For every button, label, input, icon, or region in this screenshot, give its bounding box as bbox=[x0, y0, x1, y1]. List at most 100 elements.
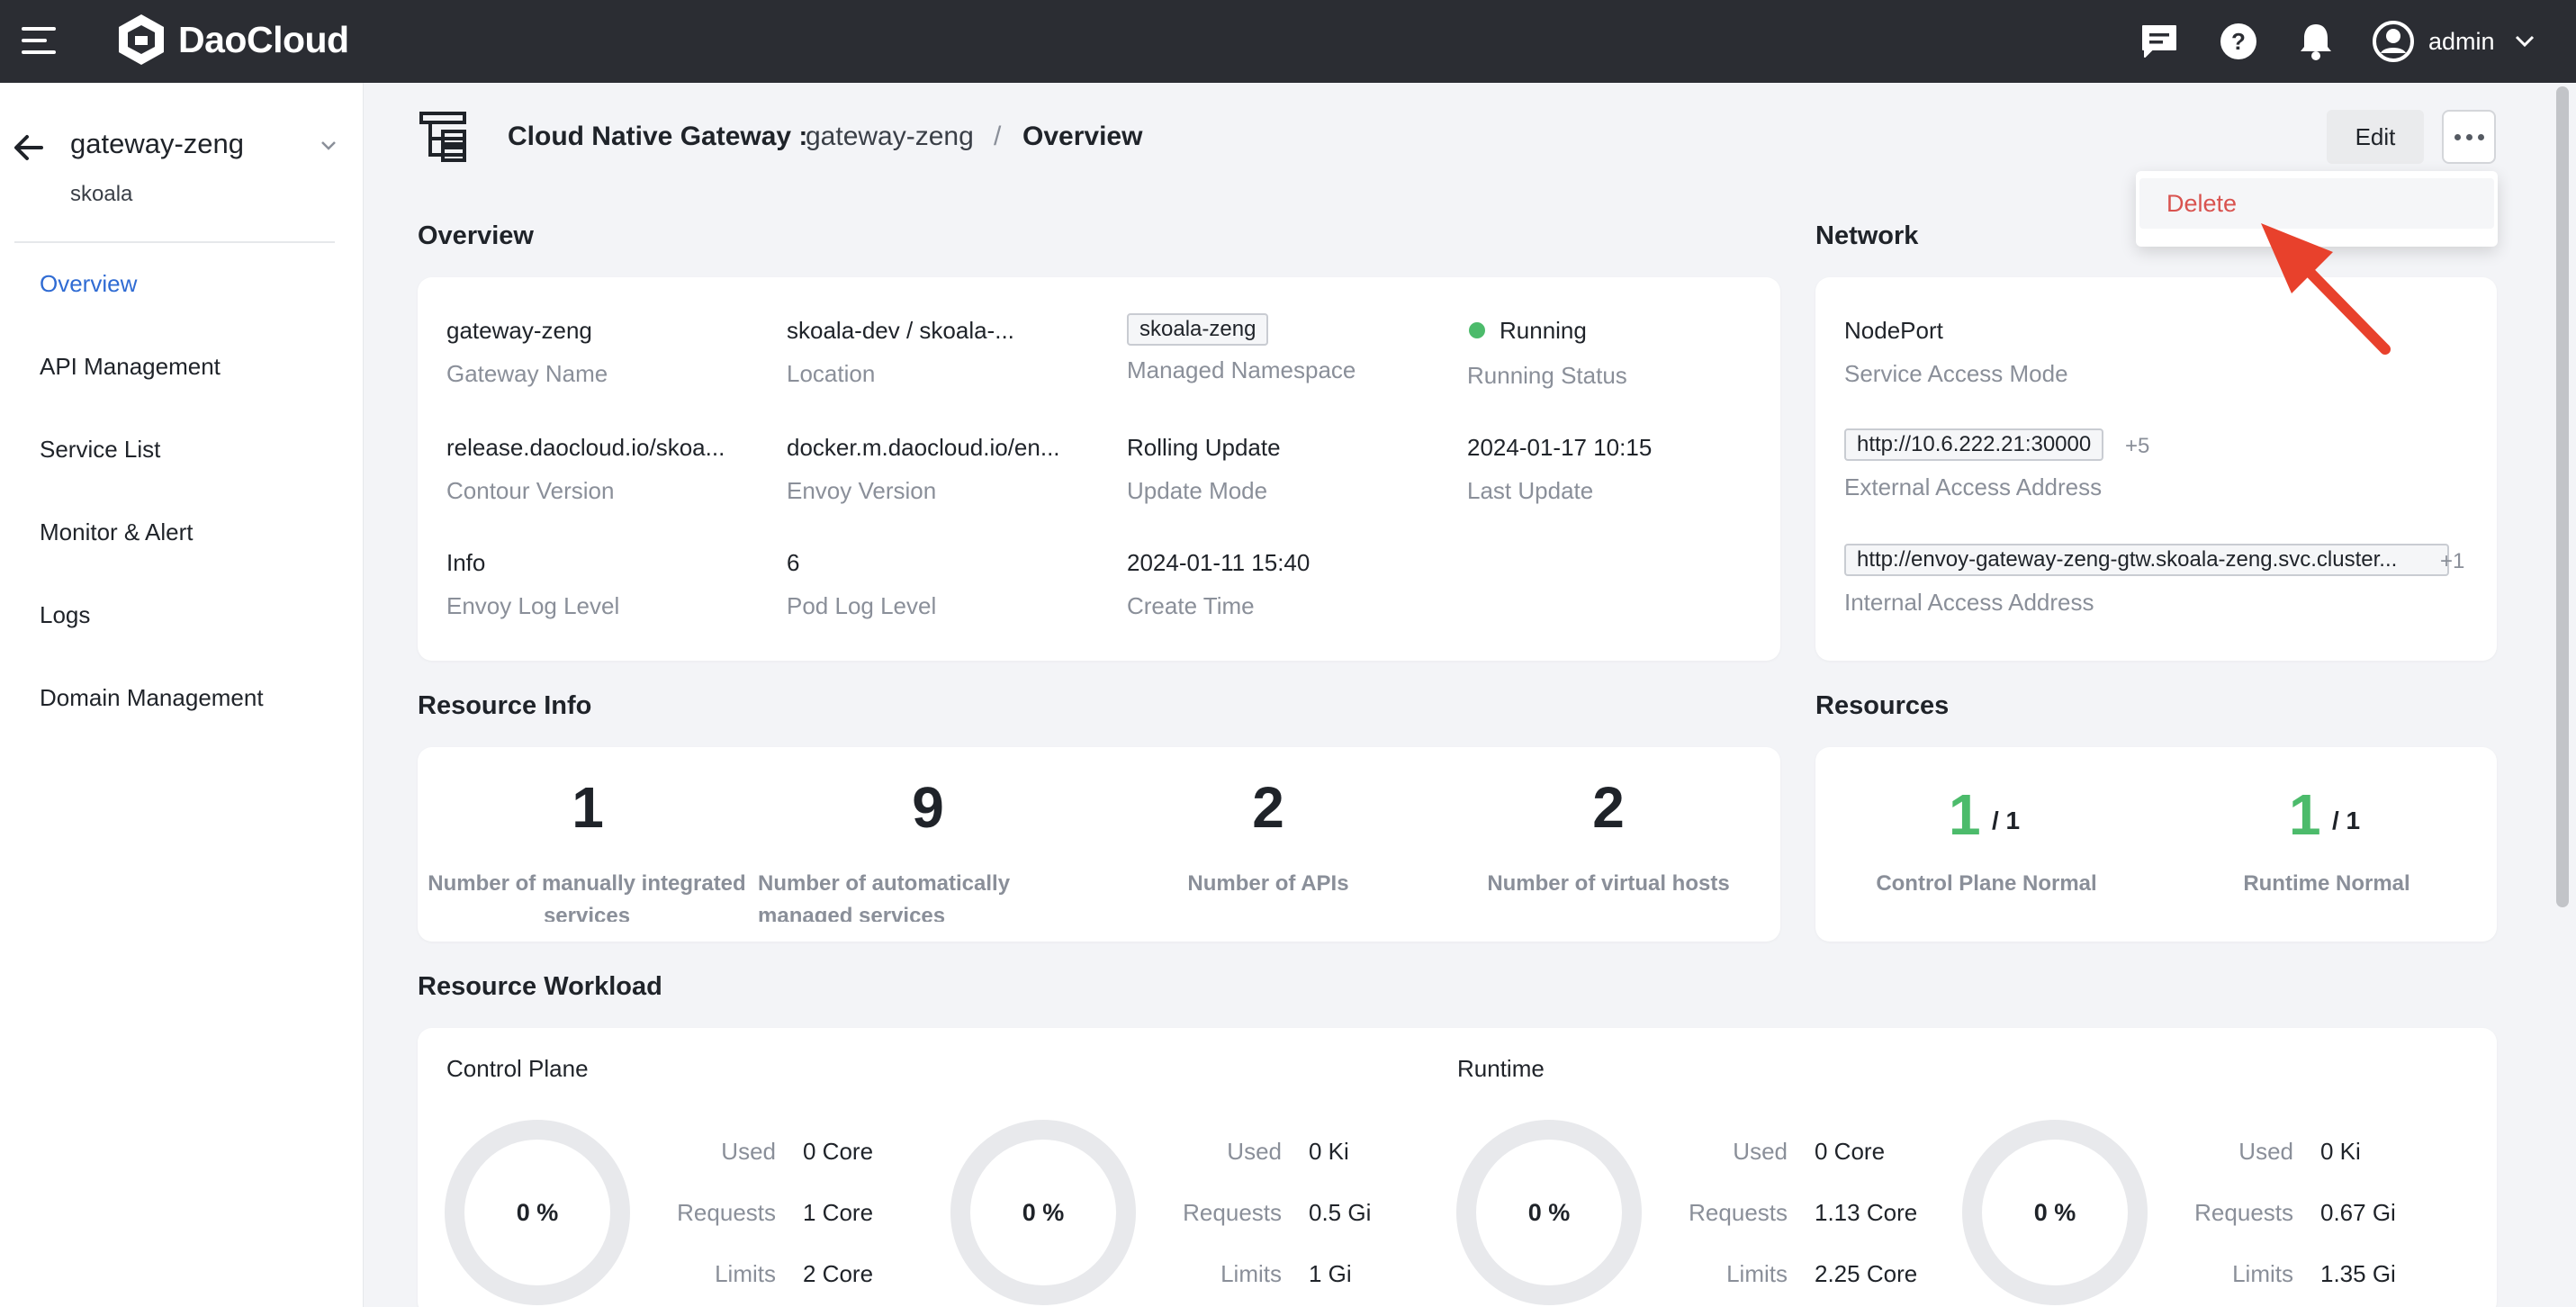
nav-domain-management[interactable]: Domain Management bbox=[40, 684, 264, 711]
resources-section-title: Resources bbox=[1815, 691, 1950, 720]
daocloud-logo-icon bbox=[119, 14, 164, 65]
user-avatar-icon bbox=[2373, 21, 2414, 62]
annotation-arrow-icon bbox=[2261, 223, 2391, 355]
back-arrow-icon[interactable] bbox=[13, 131, 45, 164]
running-status-dot bbox=[1469, 322, 1485, 338]
nav-monitor-alert[interactable]: Monitor & Alert bbox=[40, 518, 194, 545]
api-count: 2 bbox=[1252, 775, 1284, 840]
hamburger-icon[interactable] bbox=[22, 25, 56, 56]
internal-access-more[interactable]: +1 bbox=[2440, 549, 2465, 573]
resources-card: 1 / 1 Control Plane Normal 1 / 1 Runtime… bbox=[1815, 747, 2497, 942]
location-label: Location bbox=[787, 360, 876, 387]
envoy-log-level-label: Envoy Log Level bbox=[446, 592, 620, 619]
auto-services-label: Number of automatically managed services bbox=[758, 871, 1011, 922]
user-menu[interactable]: admin bbox=[2373, 14, 2535, 68]
managed-namespace-tag: skoala-zeng bbox=[1127, 313, 1269, 346]
resource-workload-card: Control Plane Runtime 0 % Used 0 Core Re… bbox=[418, 1028, 2497, 1307]
last-update-value: 2024-01-17 10:15 bbox=[1467, 434, 1653, 461]
bell-icon[interactable] bbox=[2292, 18, 2339, 65]
api-count-label: Number of APIs bbox=[1187, 871, 1349, 896]
contour-version-label: Contour Version bbox=[446, 477, 615, 504]
breadcrumb-current: Overview bbox=[1022, 122, 1143, 151]
cp-mem-used-value: 0 Ki bbox=[1309, 1138, 1349, 1165]
resource-info-card: 1 Number of manually integrated services… bbox=[418, 747, 1780, 942]
chevron-down-icon bbox=[2515, 35, 2534, 48]
rt-cpu-limits-value: 2.25 Core bbox=[1815, 1260, 1918, 1287]
cp-cpu-used-label: Used bbox=[721, 1138, 776, 1165]
internal-access-address[interactable]: http://envoy-gateway-zeng-gtw.skoala-zen… bbox=[1844, 544, 2449, 576]
rt-mem-requests-value: 0.67 Gi bbox=[2320, 1199, 2396, 1226]
manual-services-count: 1 bbox=[572, 775, 604, 840]
divider bbox=[14, 241, 335, 243]
gateway-tree-icon bbox=[419, 112, 466, 162]
cp-mem-requests-label: Requests bbox=[1183, 1199, 1282, 1226]
nav-overview[interactable]: Overview bbox=[40, 270, 138, 297]
rt-mem-used-label: Used bbox=[2238, 1138, 2293, 1165]
control-plane-normal-count: 1 bbox=[1949, 782, 1981, 847]
update-mode-value: Rolling Update bbox=[1127, 434, 1281, 461]
external-access-more[interactable]: +5 bbox=[2125, 434, 2150, 458]
rt-mem-used-value: 0 Ki bbox=[2320, 1138, 2361, 1165]
cp-cpu-requests-value: 1 Core bbox=[803, 1199, 874, 1226]
pod-log-level-value: 6 bbox=[787, 549, 800, 576]
control-plane-heading: Control Plane bbox=[446, 1055, 589, 1082]
breadcrumb-gateway[interactable]: gateway-zeng bbox=[806, 122, 974, 151]
rt-cpu-limits-label: Limits bbox=[1726, 1260, 1788, 1287]
rt-cpu-used-label: Used bbox=[1733, 1138, 1788, 1165]
brand-name: DaoCloud bbox=[178, 18, 349, 60]
runtime-cpu-donut: 0 % bbox=[1456, 1120, 1642, 1305]
contour-version-value: release.daocloud.io/skoa... bbox=[446, 434, 725, 461]
help-icon[interactable]: ? bbox=[2215, 18, 2262, 65]
runtime-normal-count: 1 bbox=[2289, 782, 2321, 847]
last-update-label: Last Update bbox=[1467, 477, 1594, 504]
virtual-hosts-label: Number of virtual hosts bbox=[1487, 871, 1730, 896]
control-plane-normal-label: Control Plane Normal bbox=[1876, 871, 2097, 896]
internal-access-label: Internal Access Address bbox=[1844, 589, 2094, 616]
cp-mem-limits-value: 1 Gi bbox=[1309, 1260, 1352, 1287]
running-status-label: Running Status bbox=[1467, 362, 1627, 389]
virtual-hosts-count: 2 bbox=[1592, 775, 1625, 840]
cp-mem-limits-label: Limits bbox=[1220, 1260, 1282, 1287]
breadcrumb-section: Cloud Native Gateway : bbox=[508, 122, 808, 151]
brand-logo[interactable]: DaoCloud bbox=[115, 11, 349, 68]
runtime-total: / 1 bbox=[2332, 807, 2361, 834]
rt-mem-limits-value: 1.35 Gi bbox=[2320, 1260, 2396, 1287]
delete-menu-item[interactable]: Delete bbox=[2139, 178, 2494, 229]
envoy-version-value: docker.m.daocloud.io/en... bbox=[787, 434, 1060, 461]
gateway-switcher[interactable]: gateway-zeng bbox=[70, 128, 245, 159]
network-section-title: Network bbox=[1815, 221, 1919, 250]
more-actions-menu: Delete bbox=[2136, 171, 2498, 247]
control-plane-memory-donut: 0 % bbox=[950, 1120, 1136, 1305]
edit-button[interactable]: Edit bbox=[2327, 110, 2424, 164]
create-time-value: 2024-01-11 15:40 bbox=[1127, 549, 1311, 576]
nav-api-management[interactable]: API Management bbox=[40, 353, 221, 380]
message-icon[interactable] bbox=[2136, 18, 2183, 65]
cp-cpu-limits-label: Limits bbox=[715, 1260, 776, 1287]
envoy-log-level-value: Info bbox=[446, 549, 486, 576]
manual-services-label: Number of manually integrated services bbox=[428, 871, 746, 922]
create-time-label: Create Time bbox=[1127, 592, 1255, 619]
rt-cpu-requests-value: 1.13 Core bbox=[1815, 1199, 1918, 1226]
pod-log-level-label: Pod Log Level bbox=[787, 592, 937, 619]
more-actions-button[interactable] bbox=[2442, 110, 2496, 164]
more-dots-icon bbox=[2454, 133, 2461, 140]
workspace-name: skoala bbox=[70, 182, 133, 206]
network-card: NodePort Service Access Mode http://10.6… bbox=[1815, 277, 2497, 661]
service-access-mode-label: Service Access Mode bbox=[1844, 360, 2068, 387]
cp-cpu-requests-label: Requests bbox=[677, 1199, 776, 1226]
overview-section-title: Overview bbox=[418, 221, 534, 250]
gateway-name-label: Gateway Name bbox=[446, 360, 608, 387]
user-name: admin bbox=[2428, 27, 2495, 55]
external-access-address[interactable]: http://10.6.222.21:30000 bbox=[1844, 428, 2104, 461]
rt-mem-limits-label: Limits bbox=[2232, 1260, 2293, 1287]
breadcrumb-separator: / bbox=[994, 122, 1002, 151]
update-mode-label: Update Mode bbox=[1127, 477, 1268, 504]
auto-services-count: 9 bbox=[912, 775, 944, 840]
page-scrollbar[interactable] bbox=[2556, 86, 2569, 907]
nav-service-list[interactable]: Service List bbox=[40, 436, 161, 463]
managed-namespace-label: Managed Namespace bbox=[1127, 356, 1356, 383]
chevron-down-icon[interactable] bbox=[319, 135, 338, 155]
cp-cpu-limits-value: 2 Core bbox=[803, 1260, 874, 1287]
nav-logs[interactable]: Logs bbox=[40, 601, 91, 628]
gateway-name-value: gateway-zeng bbox=[446, 317, 592, 344]
